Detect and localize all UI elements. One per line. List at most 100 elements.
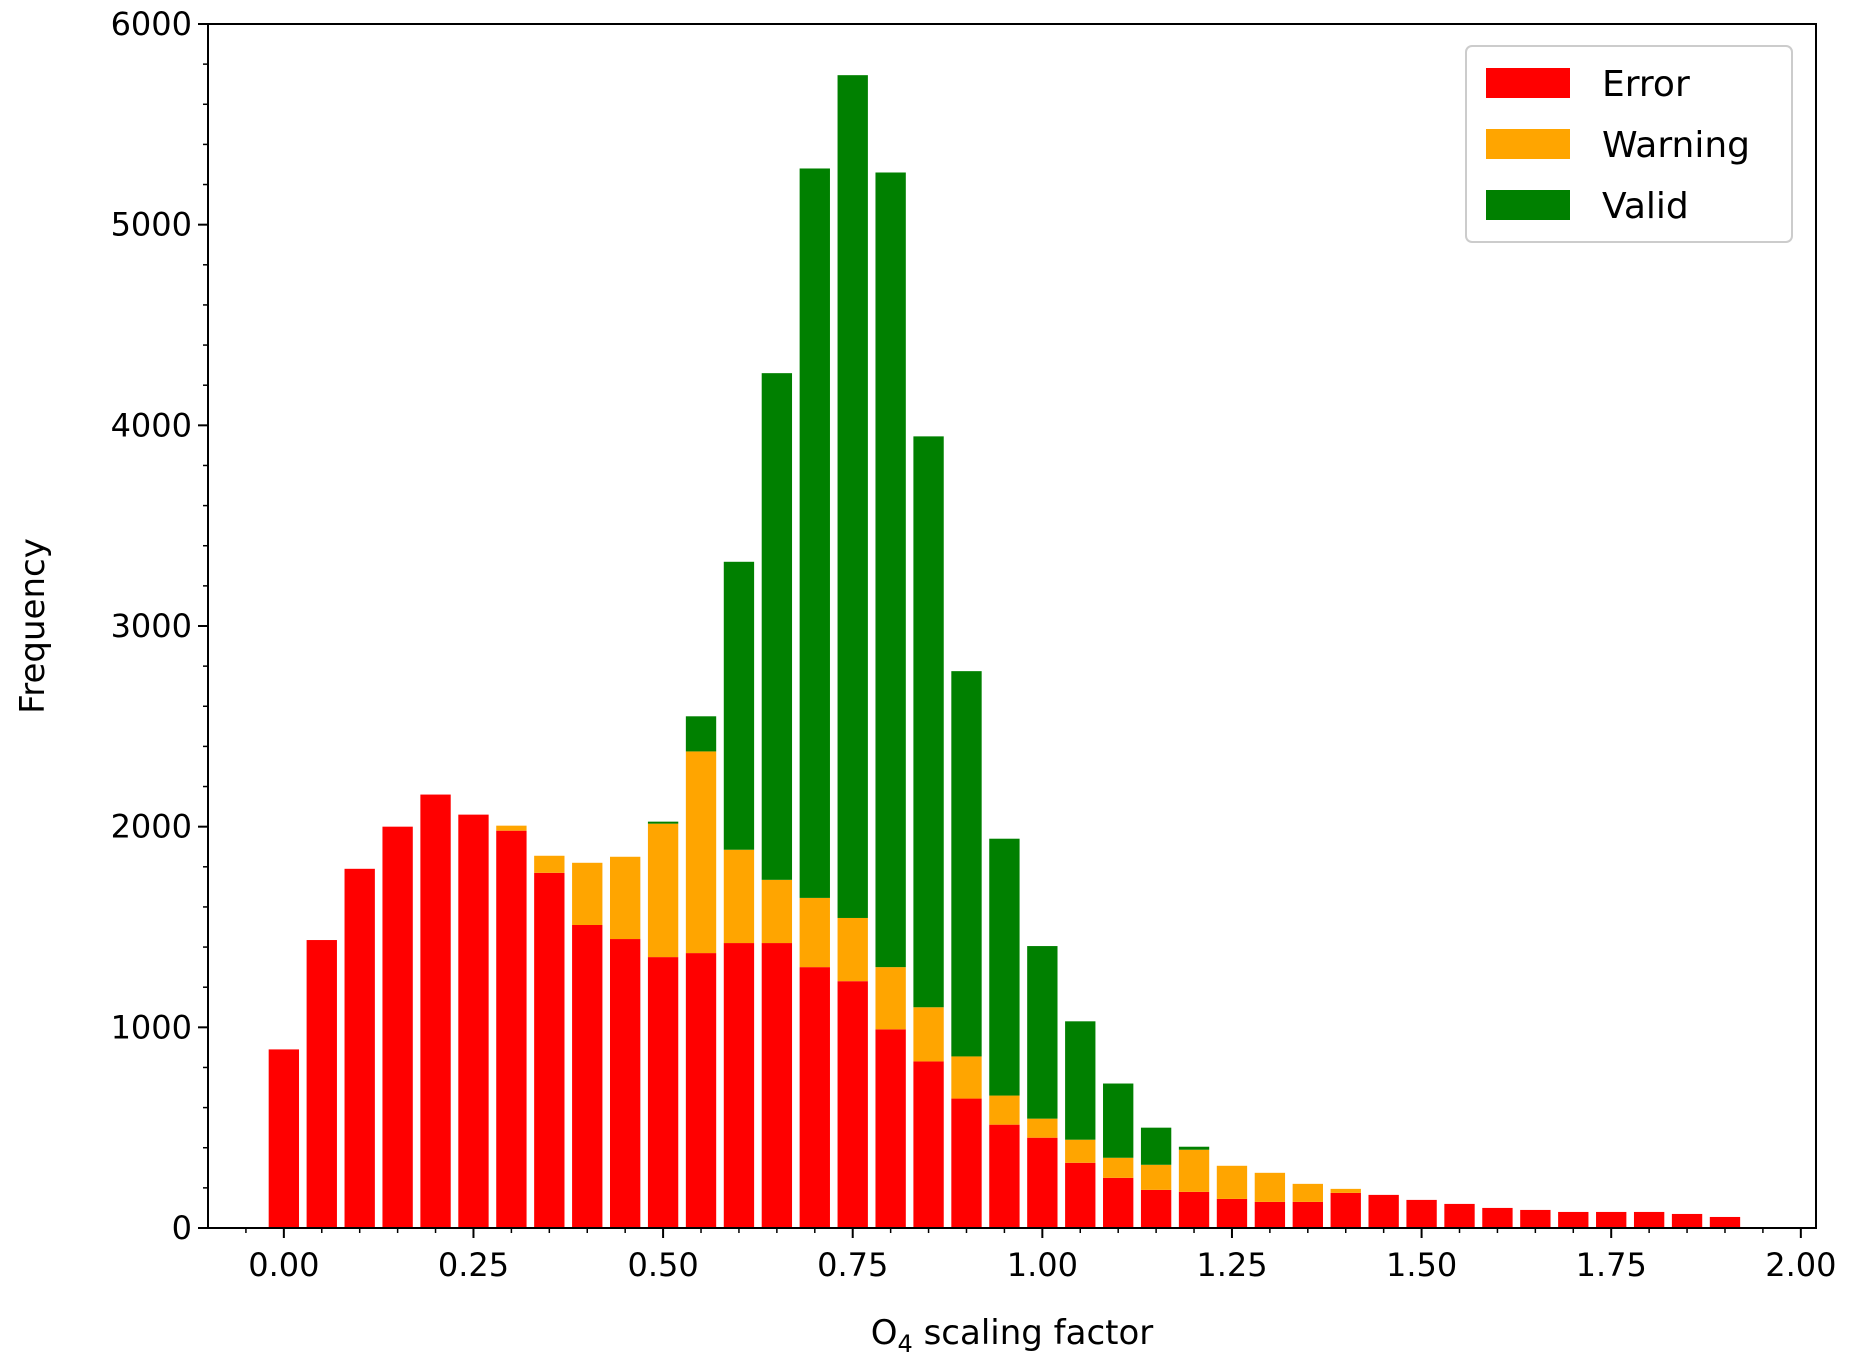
bar-warning-26 xyxy=(1254,1172,1286,1202)
bar-warning-23 xyxy=(1140,1164,1172,1190)
x-axis-label-subscript: 4 xyxy=(897,1330,912,1358)
bar-error-30 xyxy=(1406,1199,1437,1228)
bar-error-5 xyxy=(458,814,489,1228)
bar-warning-20 xyxy=(1027,1118,1058,1138)
bar-warning-6 xyxy=(496,825,527,831)
bar-error-17 xyxy=(913,1061,944,1228)
bar-warning-18 xyxy=(951,1056,982,1099)
bar-error-35 xyxy=(1596,1211,1627,1228)
legend-label-error: Error xyxy=(1602,64,1690,105)
bar-error-19 xyxy=(989,1124,1020,1228)
bar-error-1 xyxy=(306,940,337,1228)
bar-warning-24 xyxy=(1178,1149,1210,1192)
bar-error-9 xyxy=(610,939,641,1228)
x-tick-label: 0.75 xyxy=(817,1246,888,1284)
bar-error-20 xyxy=(1027,1137,1058,1228)
bar-warning-27 xyxy=(1292,1183,1323,1202)
bar-error-10 xyxy=(647,957,679,1228)
x-tick-label: 0.25 xyxy=(438,1246,509,1284)
legend-swatch-valid xyxy=(1486,190,1570,220)
x-tick-label: 2.00 xyxy=(1765,1246,1836,1284)
bar-error-24 xyxy=(1178,1191,1210,1228)
bar-valid-20 xyxy=(1027,946,1058,1119)
bar-warning-9 xyxy=(610,856,641,940)
x-axis-label-rest: scaling factor xyxy=(913,1313,1154,1353)
bar-error-14 xyxy=(799,967,830,1228)
bar-valid-18 xyxy=(951,671,982,1057)
bar-error-32 xyxy=(1482,1207,1513,1228)
x-tick-label: 1.25 xyxy=(1196,1246,1267,1284)
bar-valid-14 xyxy=(799,168,830,898)
bar-warning-12 xyxy=(723,849,755,944)
bar-warning-19 xyxy=(989,1095,1020,1125)
y-tick-label: 2000 xyxy=(111,808,192,846)
bar-error-13 xyxy=(761,943,793,1228)
bar-error-26 xyxy=(1254,1201,1286,1228)
y-tick-label: 0 xyxy=(172,1209,192,1247)
x-tick-label: 1.75 xyxy=(1576,1246,1647,1284)
x-tick-label: 0.00 xyxy=(248,1246,319,1284)
bar-valid-13 xyxy=(761,373,793,880)
y-tick-label: 1000 xyxy=(111,1008,192,1046)
x-tick-label: 1.00 xyxy=(1007,1246,1078,1284)
bar-error-18 xyxy=(951,1098,982,1228)
bar-valid-10 xyxy=(647,821,679,824)
bar-error-31 xyxy=(1444,1203,1475,1228)
y-tick-label: 5000 xyxy=(111,206,192,244)
legend-swatch-warning xyxy=(1486,129,1570,159)
bar-error-33 xyxy=(1520,1209,1551,1228)
bar-error-15 xyxy=(837,981,868,1228)
bar-valid-16 xyxy=(875,172,906,968)
y-tick-label: 3000 xyxy=(111,607,192,645)
bar-error-2 xyxy=(344,868,375,1228)
bar-error-8 xyxy=(572,924,603,1228)
bar-warning-13 xyxy=(761,879,793,944)
bar-error-12 xyxy=(723,943,755,1228)
bar-warning-21 xyxy=(1065,1139,1096,1163)
legend-label-warning: Warning xyxy=(1602,125,1750,166)
bar-warning-7 xyxy=(534,855,565,873)
bar-error-6 xyxy=(496,830,527,1228)
bar-warning-22 xyxy=(1103,1157,1134,1178)
bar-valid-24 xyxy=(1178,1146,1210,1150)
bar-valid-15 xyxy=(837,75,868,918)
bar-error-27 xyxy=(1292,1201,1323,1228)
bar-error-25 xyxy=(1216,1198,1248,1228)
bar-warning-14 xyxy=(799,897,830,968)
bar-valid-21 xyxy=(1065,1021,1096,1140)
bar-warning-11 xyxy=(685,751,717,954)
legend: Error Warning Valid xyxy=(1465,45,1793,243)
x-axis-label-main: O xyxy=(871,1313,898,1353)
bar-error-23 xyxy=(1140,1189,1172,1228)
bar-error-11 xyxy=(685,953,717,1228)
bar-valid-17 xyxy=(913,436,944,1008)
x-tick-label: 0.50 xyxy=(627,1246,698,1284)
bar-error-36 xyxy=(1633,1211,1665,1228)
bar-error-28 xyxy=(1330,1192,1361,1228)
bar-warning-8 xyxy=(572,862,603,925)
bar-error-3 xyxy=(382,826,413,1228)
bar-error-37 xyxy=(1671,1213,1703,1228)
bar-valid-22 xyxy=(1103,1083,1134,1158)
bar-error-16 xyxy=(875,1029,906,1228)
axes-group: 0.00 0.25 0.50 0.75 1.00 1.25 1.50 1.75 2.00 0 100… xyxy=(111,5,1837,1284)
bar-error-38 xyxy=(1709,1216,1741,1228)
x-axis-label: O4 scaling factor xyxy=(871,1313,1154,1358)
y-tick-label: 4000 xyxy=(111,406,192,444)
bar-valid-19 xyxy=(989,838,1020,1096)
y-axis-label: Frequency xyxy=(13,538,53,714)
bar-error-21 xyxy=(1065,1162,1096,1228)
bar-warning-28 xyxy=(1330,1188,1361,1193)
legend-label-valid: Valid xyxy=(1602,186,1689,227)
bar-warning-17 xyxy=(913,1007,944,1062)
bar-valid-11 xyxy=(685,716,717,752)
bar-warning-10 xyxy=(647,823,679,958)
bar-valid-23 xyxy=(1140,1127,1172,1165)
bar-error-22 xyxy=(1103,1177,1134,1228)
bar-warning-15 xyxy=(837,917,868,982)
bar-warning-25 xyxy=(1216,1165,1248,1199)
bar-error-4 xyxy=(420,794,451,1228)
bar-error-0 xyxy=(268,1049,300,1228)
bars-group xyxy=(268,75,1741,1228)
